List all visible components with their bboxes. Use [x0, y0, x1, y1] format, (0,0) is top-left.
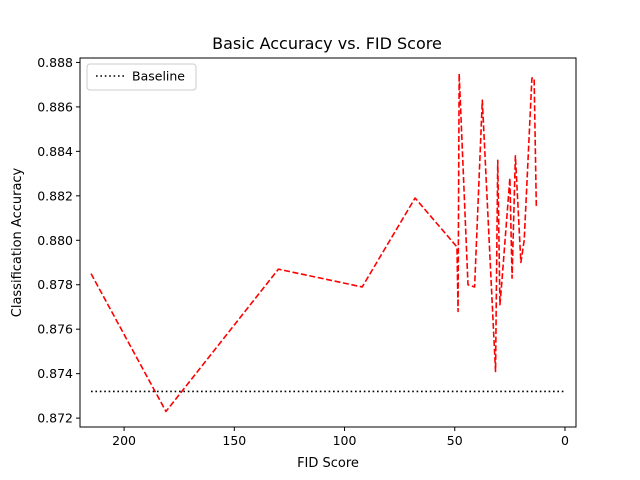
series-line-accuracy: [90, 72, 538, 413]
x-tick-label: 200: [112, 433, 136, 448]
y-tick-label: 0.872: [37, 411, 73, 426]
y-tick-label: 0.886: [37, 99, 73, 114]
y-tick-label: 0.882: [37, 188, 73, 203]
y-tick-label: 0.884: [37, 144, 73, 159]
y-tick-label: 0.876: [37, 322, 73, 337]
plot-area: [90, 72, 565, 413]
x-tick-label: 0: [561, 433, 569, 448]
legend-frame: [86, 63, 197, 91]
axes-ticks: 200 150 100 50 0 0.872 0.874 0.876 0.878 0.880 0.8…: [37, 55, 569, 448]
x-tick-label: 50: [447, 433, 463, 448]
chart-title: Basic Accuracy vs. FID Score: [212, 34, 442, 53]
x-tick-label: 100: [333, 433, 357, 448]
y-tick-label: 0.888: [37, 55, 73, 70]
legend-label-baseline: Baseline: [132, 69, 185, 84]
x-axis-label: FID Score: [297, 456, 359, 471]
y-axis-label: Classification Accuracy: [10, 167, 25, 317]
y-tick-label: 0.878: [37, 277, 73, 292]
y-tick-label: 0.874: [37, 366, 73, 381]
axes-frame: [79, 57, 577, 428]
y-tick-label: 0.880: [37, 233, 73, 248]
x-tick-label: 150: [222, 433, 246, 448]
legend: Baseline: [86, 63, 197, 91]
